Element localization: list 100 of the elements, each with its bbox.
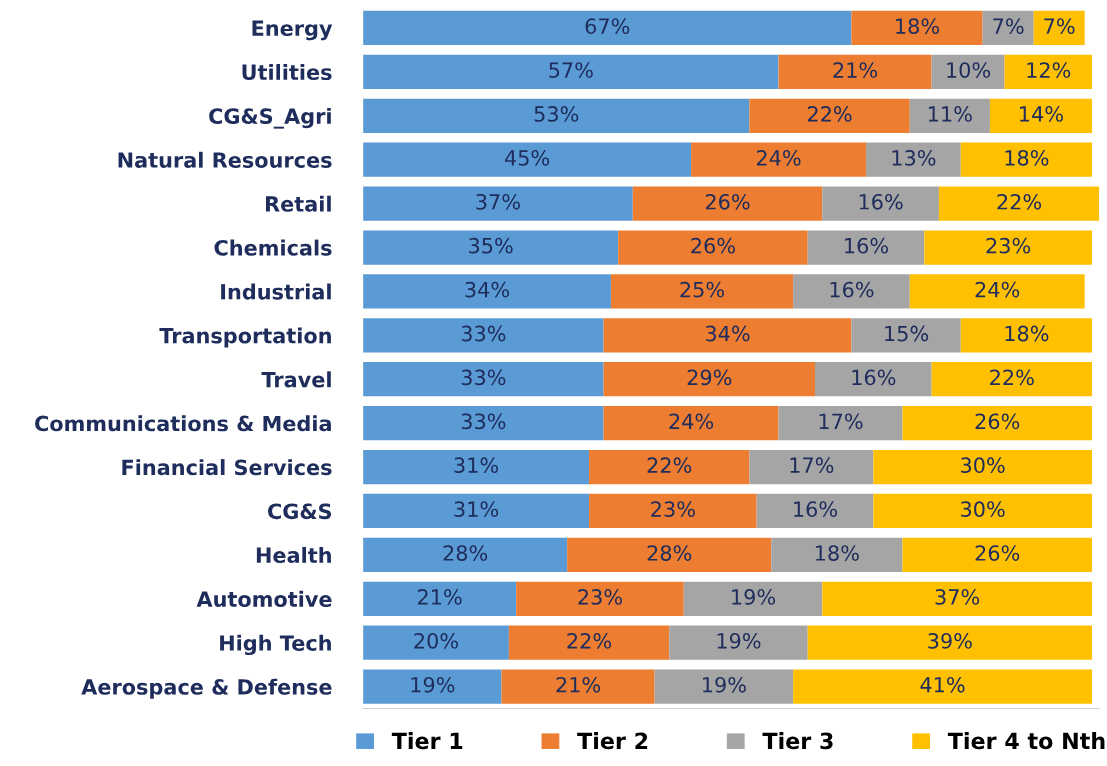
y-tick-label: Transportation (159, 327, 331, 348)
bar (363, 362, 604, 397)
bar (501, 669, 655, 704)
y-tick-label: Retail (265, 195, 331, 212)
bar (909, 98, 990, 133)
data-label: 45% (504, 149, 550, 166)
bar (793, 669, 1092, 704)
y-tick-label: Aerospace & Defense (81, 678, 332, 699)
y-tick-label: Health (256, 546, 331, 564)
data-label: 22% (807, 106, 852, 122)
bar (749, 449, 874, 485)
data-label: 22% (997, 193, 1042, 210)
data-label: 21% (833, 62, 878, 78)
bar (938, 186, 1100, 221)
bar (873, 449, 1092, 485)
bar (778, 406, 903, 441)
data-label: 31% (454, 501, 499, 518)
data-label: 31% (454, 457, 499, 474)
data-label: 34% (465, 281, 510, 298)
y-tick-label: Industrial (221, 283, 331, 300)
bar (793, 274, 910, 309)
bar (610, 274, 794, 309)
bar (807, 625, 1092, 660)
bar (749, 98, 910, 133)
data-label: 14% (1020, 106, 1063, 122)
data-label: 41% (920, 676, 965, 693)
bar (363, 669, 502, 704)
data-label: 21% (418, 589, 462, 605)
data-label: 19% (732, 589, 776, 605)
bar (363, 10, 852, 46)
bar (363, 581, 517, 616)
data-label: 12% (1027, 62, 1071, 78)
data-label: 22% (990, 369, 1034, 386)
data-label: 18% (896, 18, 940, 35)
data-label: 33% (461, 325, 506, 342)
bar (756, 493, 874, 529)
y-tick-label: Financial Services (122, 459, 332, 476)
bar (589, 449, 750, 485)
data-label: 19% (717, 632, 761, 649)
bar (902, 406, 1092, 441)
data-label: 23% (651, 501, 695, 518)
bar (632, 186, 823, 221)
data-label: 18% (1005, 149, 1049, 166)
data-label: 17% (819, 413, 863, 430)
bar (1004, 54, 1092, 90)
bar (989, 98, 1092, 133)
data-label: 10% (947, 62, 991, 78)
data-label: 30% (961, 457, 1005, 474)
data-label: 37% (476, 193, 520, 210)
data-label: 13% (892, 149, 936, 166)
legend-label: Tier 3 (762, 732, 833, 750)
bar (902, 537, 1092, 572)
y-tick-label: Natural Resources (118, 151, 332, 168)
bar (508, 625, 670, 660)
y-tick-label: Automotive (196, 590, 332, 607)
bar (363, 625, 509, 660)
data-label: 23% (986, 237, 1031, 254)
data-label: 33% (461, 413, 506, 430)
bar (822, 581, 1092, 616)
data-label: 16% (845, 237, 889, 254)
bar (814, 362, 932, 397)
bar (866, 142, 961, 177)
data-label: 19% (411, 676, 455, 693)
legend-label: Tier 2 (577, 732, 648, 750)
bar (960, 142, 1092, 177)
data-label: 15% (885, 325, 929, 342)
bar (982, 10, 1034, 46)
data-label: 18% (1005, 325, 1049, 342)
bar (931, 54, 1005, 90)
y-tick-label: Energy (252, 20, 333, 41)
y-tick-label: CG&S (268, 503, 332, 520)
bar (363, 406, 604, 441)
bar (363, 274, 611, 309)
data-label: 30% (961, 501, 1005, 518)
data-label: 25% (680, 281, 725, 298)
data-label: 20% (414, 632, 458, 649)
data-label: 7% (993, 18, 1024, 35)
bar (931, 362, 1092, 397)
y-tick-label: Travel (261, 371, 331, 388)
bar (1033, 10, 1085, 46)
data-label: 26% (705, 193, 750, 210)
data-label: 35% (469, 237, 513, 254)
data-label: 16% (830, 281, 874, 298)
bar (363, 493, 590, 529)
bar (603, 406, 779, 441)
bar (691, 142, 867, 177)
bar (807, 230, 925, 265)
legend-label: Tier 4 to Nth (947, 732, 1105, 750)
bar (589, 493, 757, 529)
bar (778, 54, 932, 90)
data-label: 33% (461, 369, 506, 386)
data-label: 26% (975, 413, 1020, 430)
data-label: 29% (687, 369, 732, 386)
data-label: 37% (935, 589, 980, 605)
data-label: 28% (443, 545, 488, 561)
data-label: 34% (705, 325, 750, 342)
bar (851, 318, 961, 353)
bar (618, 230, 808, 265)
data-label: 53% (534, 106, 579, 122)
bar (363, 54, 779, 90)
